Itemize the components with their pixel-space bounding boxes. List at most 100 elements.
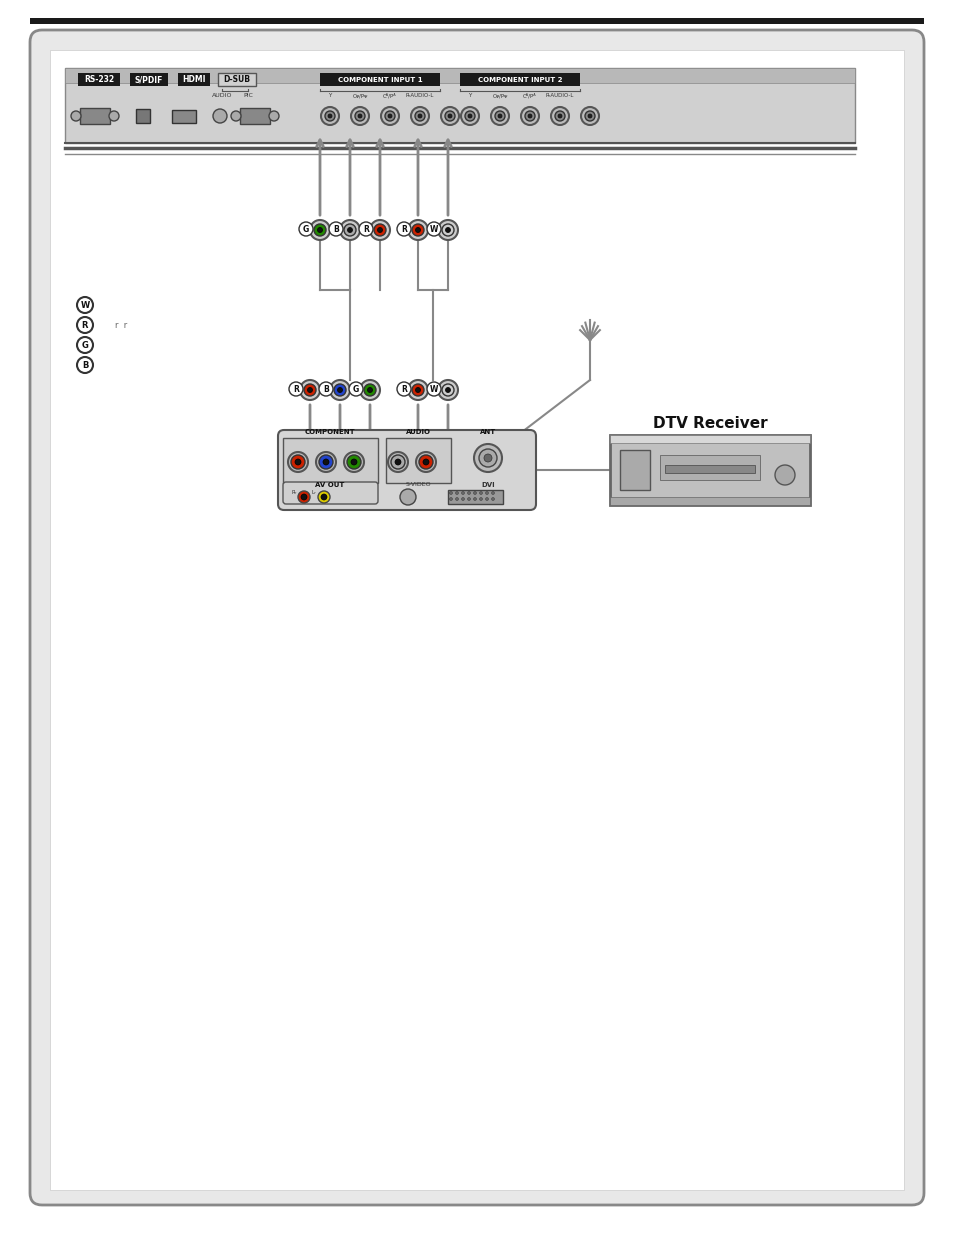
Circle shape [491,498,494,500]
Circle shape [213,109,227,124]
Circle shape [330,380,350,400]
Circle shape [364,384,375,396]
Text: R: R [293,384,298,394]
Text: R: R [400,225,407,233]
FancyBboxPatch shape [319,73,439,86]
Text: AUDIO: AUDIO [405,429,430,435]
Text: S/PDIF: S/PDIF [134,75,163,84]
Circle shape [422,459,429,466]
Circle shape [359,380,379,400]
Circle shape [444,111,455,121]
Text: COMPONENT INPUT 2: COMPONENT INPUT 2 [477,77,561,83]
FancyBboxPatch shape [172,110,195,124]
Circle shape [437,220,457,240]
FancyBboxPatch shape [50,49,903,1191]
Circle shape [358,222,373,236]
Circle shape [289,382,303,396]
Circle shape [427,382,440,396]
Text: B: B [333,225,338,233]
Circle shape [367,388,372,393]
Circle shape [587,114,592,119]
Circle shape [396,382,411,396]
Circle shape [320,107,338,125]
Circle shape [441,224,454,236]
Circle shape [449,492,452,494]
Text: B: B [323,384,329,394]
Text: R: R [363,225,369,233]
Circle shape [377,227,382,232]
Circle shape [380,107,398,125]
Text: COMPONENT: COMPONENT [304,429,355,435]
Circle shape [307,388,313,393]
Circle shape [416,388,420,393]
Bar [30,19,923,23]
Circle shape [416,227,420,232]
FancyBboxPatch shape [130,73,168,86]
Text: COMPONENT INPUT 1: COMPONENT INPUT 1 [337,77,422,83]
FancyBboxPatch shape [30,30,923,1205]
Circle shape [455,498,458,500]
Circle shape [77,357,92,373]
Circle shape [580,107,598,125]
FancyBboxPatch shape [448,490,502,504]
Circle shape [558,114,561,119]
Circle shape [297,492,310,503]
Circle shape [337,388,342,393]
Circle shape [351,459,356,466]
Circle shape [474,445,501,472]
Circle shape [347,454,360,469]
FancyBboxPatch shape [386,438,451,483]
Circle shape [318,382,333,396]
Circle shape [231,111,241,121]
FancyBboxPatch shape [78,73,120,86]
Circle shape [437,380,457,400]
FancyBboxPatch shape [178,73,210,86]
Circle shape [339,220,359,240]
Circle shape [485,498,488,500]
Text: G: G [353,384,358,394]
Circle shape [269,111,278,121]
Text: Cᴪ/Pᴪ: Cᴪ/Pᴪ [492,93,507,98]
Circle shape [473,492,476,494]
FancyBboxPatch shape [277,430,536,510]
Text: DTV Receiver: DTV Receiver [652,415,766,431]
Circle shape [320,494,327,500]
Text: PIC: PIC [243,93,253,98]
Circle shape [408,380,428,400]
Circle shape [351,107,369,125]
Circle shape [479,492,482,494]
Circle shape [323,459,329,466]
Circle shape [445,388,450,393]
Text: D-SUB: D-SUB [223,75,251,84]
Circle shape [109,111,119,121]
Text: R-AUDIO-L: R-AUDIO-L [545,93,574,98]
Circle shape [291,454,305,469]
Circle shape [349,382,363,396]
Circle shape [478,450,497,467]
Circle shape [445,227,450,232]
Circle shape [329,222,343,236]
Circle shape [388,452,408,472]
Circle shape [464,111,475,121]
Circle shape [399,489,416,505]
Text: L-: L- [312,490,316,495]
Text: W: W [430,384,437,394]
Text: R: R [82,321,89,330]
Circle shape [396,222,411,236]
FancyBboxPatch shape [619,450,649,490]
Circle shape [385,111,395,121]
Circle shape [473,498,476,500]
Text: G: G [81,341,89,350]
Text: W: W [430,225,437,233]
Circle shape [288,452,308,472]
Circle shape [440,107,458,125]
Circle shape [555,111,564,121]
Circle shape [441,384,454,396]
Text: Cᴬ/Pᴬ: Cᴬ/Pᴬ [522,93,537,99]
Circle shape [318,454,333,469]
Circle shape [455,492,458,494]
Circle shape [77,337,92,353]
Circle shape [417,114,421,119]
FancyBboxPatch shape [136,109,150,124]
Circle shape [448,114,452,119]
